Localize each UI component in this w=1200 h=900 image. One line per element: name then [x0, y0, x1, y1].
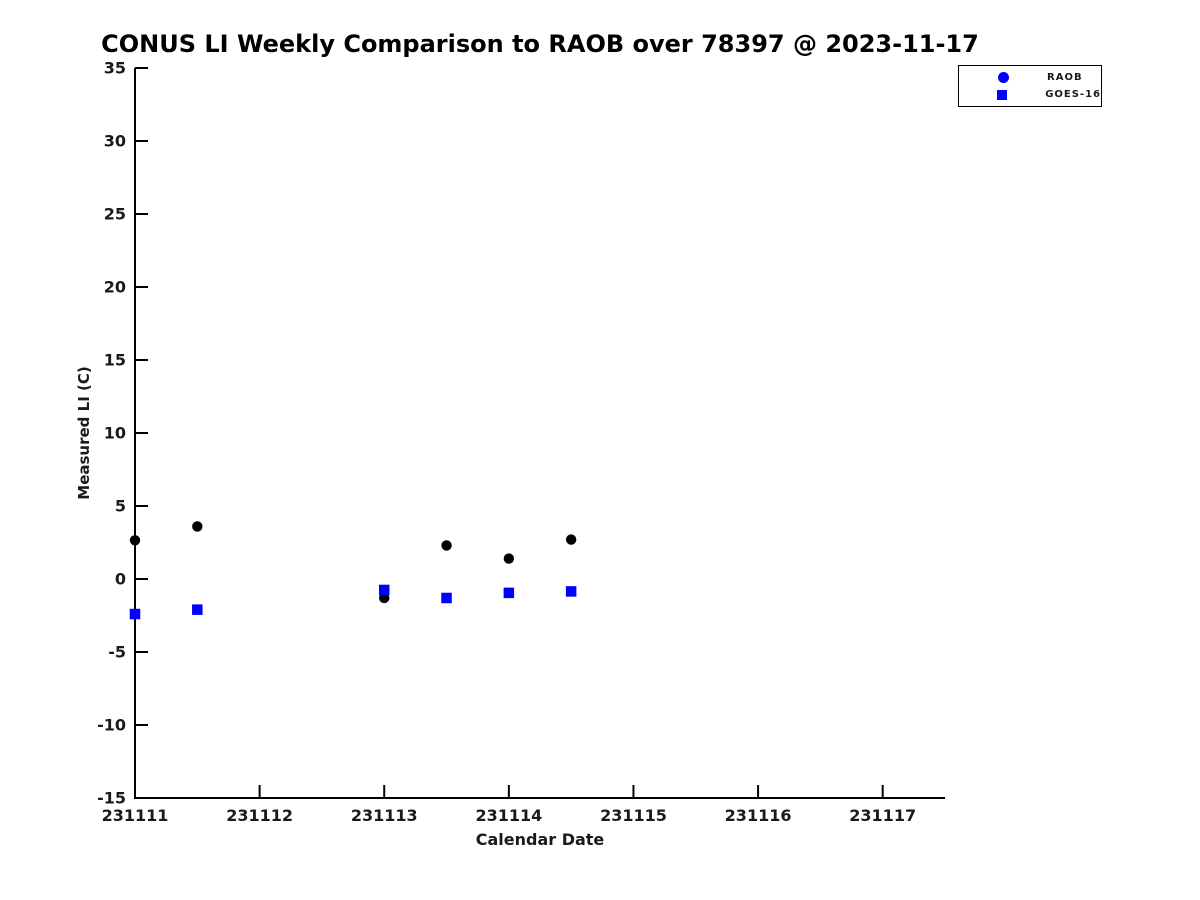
axis-tick-labels: 231111 231112 231113 231114 231115 231116 2311…	[97, 59, 916, 825]
data-point-raob	[129, 535, 141, 546]
raob-circle-marker-icon	[997, 72, 1009, 83]
data-point-raob	[503, 553, 515, 564]
axes	[134, 68, 945, 799]
x-tick-label: 231115	[600, 806, 667, 825]
data-point-goes-16	[129, 608, 141, 620]
legend-label-raob: RAOB	[1047, 72, 1083, 83]
x-tick-label: 231111	[102, 806, 169, 825]
data-point-raob	[192, 521, 203, 532]
raob-legend-marker-cell	[959, 72, 1047, 83]
x-tick-label: 231112	[226, 806, 293, 825]
y-tick-label: 15	[104, 351, 126, 370]
y-tick-label: -5	[108, 643, 126, 662]
y-tick-label: 0	[115, 570, 126, 589]
data-point-goes-16	[503, 587, 515, 599]
data-point-goes-16	[378, 584, 390, 596]
legend-item-goes-16: GOES-16	[959, 87, 1101, 102]
y-tick-label: 10	[104, 424, 126, 443]
legend-item-raob: RAOB	[959, 70, 1101, 85]
y-tick-label: -10	[97, 716, 126, 735]
chart-title: CONUS LI Weekly Comparison to RAOB over …	[101, 30, 979, 58]
y-tick-label: 25	[104, 205, 126, 224]
goes-16-legend-marker-cell	[959, 89, 1045, 100]
y-tick-label: -15	[97, 789, 126, 808]
data-point-raob	[379, 592, 390, 604]
y-axis-label: Measured LI (C)	[75, 366, 93, 500]
data-point-goes-16	[565, 586, 577, 597]
y-tick-label: 20	[104, 278, 126, 297]
y-tick-label: 5	[115, 497, 126, 516]
data-point-raob	[565, 534, 577, 545]
x-tick-label: 231113	[351, 806, 418, 825]
legend-label-goes-16: GOES-16	[1045, 89, 1101, 100]
y-tick-label: 30	[104, 132, 126, 151]
data-point-raob	[441, 540, 452, 551]
x-tick-label: 231116	[725, 806, 792, 825]
y-tick-label: 35	[104, 59, 126, 78]
goes-16-square-marker-icon	[997, 89, 1008, 100]
x-tick-label: 231117	[849, 806, 916, 825]
data-point-goes-16	[192, 604, 203, 615]
axis-ticks	[134, 67, 884, 799]
legend: RAOB GOES-16	[958, 65, 1102, 107]
data-points	[129, 521, 577, 620]
data-point-goes-16	[441, 592, 452, 604]
x-tick-label: 231114	[475, 806, 542, 825]
x-axis-label: Calendar Date	[475, 830, 605, 849]
